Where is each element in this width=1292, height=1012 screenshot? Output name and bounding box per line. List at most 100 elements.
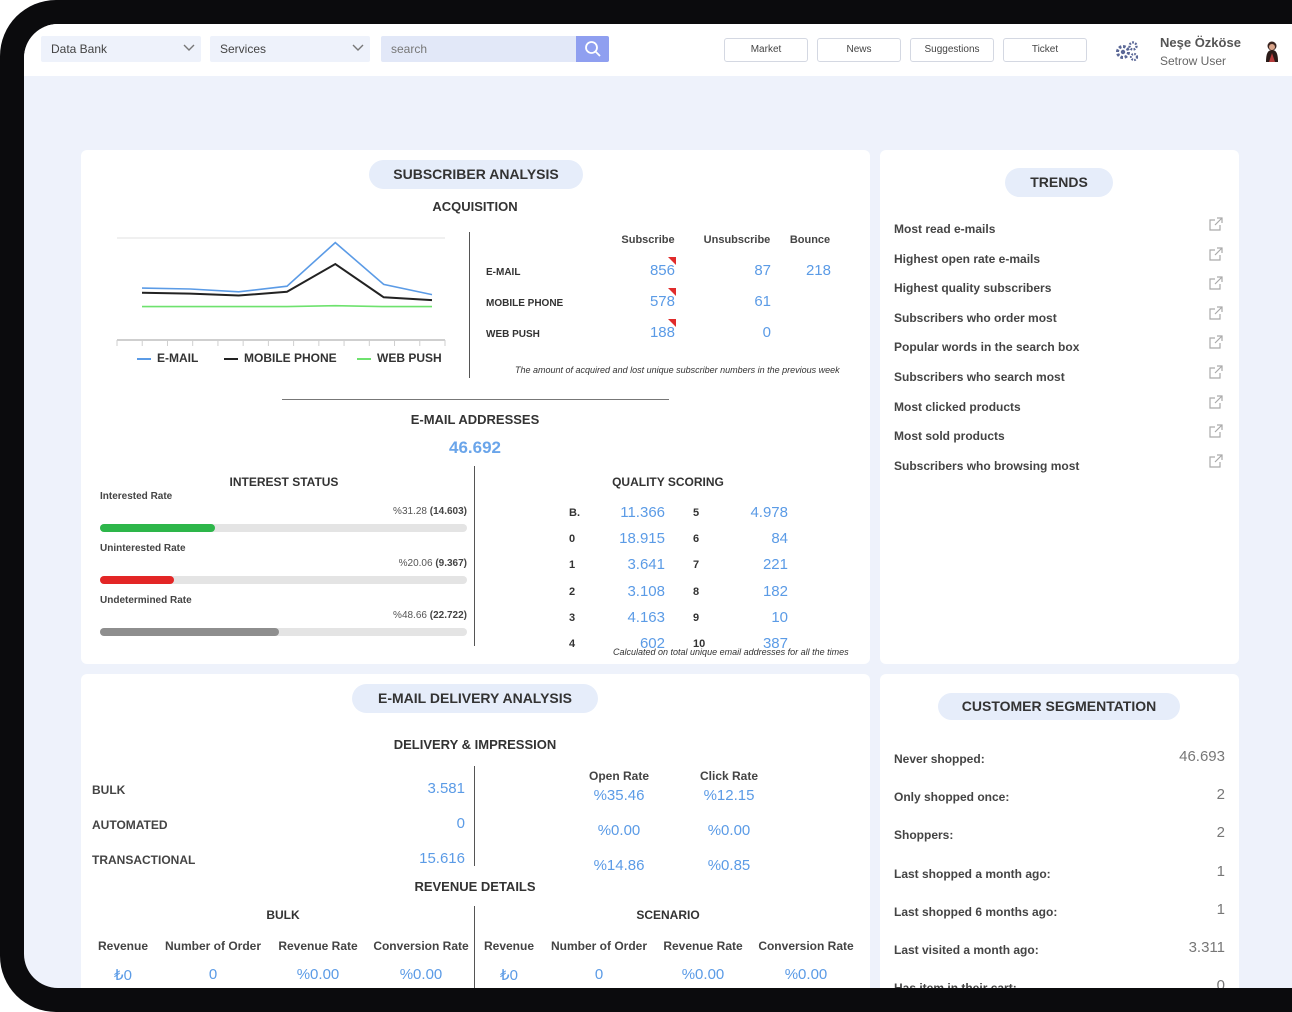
legend-webpush-swatch [357,358,371,360]
click-rate-value[interactable]: %0.00 [707,822,751,839]
rate-count: (14.603) [429,506,467,517]
scenario-col-value[interactable]: %0.00 [784,966,828,983]
delivery-row-value[interactable]: 3.581 [427,780,465,797]
external-link-icon[interactable] [1208,246,1224,262]
external-link-icon[interactable] [1208,216,1224,232]
score-value[interactable]: 10 [771,608,788,626]
series-line-e-mail [141,241,433,296]
series-line-web-push [142,304,432,308]
external-link-icon[interactable] [1208,305,1224,321]
external-link-icon[interactable] [1208,394,1224,410]
scenario-col-header: Revenue [483,939,535,953]
mobile-subscribe-value[interactable]: 578 [649,293,675,310]
trend-item-label[interactable]: Most clicked products [894,399,1021,414]
webpush-subscribe-value[interactable]: 188 [649,324,675,341]
trend-item-label[interactable]: Subscribers who order most [894,310,1057,325]
score-key: 6 [693,533,700,546]
score-value[interactable]: 4.978 [750,504,788,521]
score-value[interactable]: 182 [762,582,788,600]
settings-gear-icon[interactable] [1114,40,1140,62]
search-button[interactable] [576,36,609,62]
email-subscribe-value[interactable]: 856 [649,262,675,279]
open-rate-value[interactable]: %0.00 [597,822,641,839]
quality-scoring-note: Calculated on total unique email address… [613,647,849,657]
rate-label: Undetermined Rate [100,595,192,606]
nav-ticket-button[interactable]: Ticket [1003,38,1087,62]
nav-suggestions-button[interactable]: Suggestions [910,38,994,62]
click-rate-header: Click Rate [699,769,759,783]
external-link-icon[interactable] [1208,275,1224,291]
data-bank-dropdown[interactable]: Data Bank [41,36,201,62]
scenario-col-value[interactable]: %0.00 [681,966,725,983]
segment-value[interactable]: 1 [1216,862,1225,880]
scenario-col-value[interactable]: ₺0 [500,967,518,984]
subscriber-analysis-card: SUBSCRIBER ANALYSIS ACQUISITION E-MAIL M… [81,150,870,664]
trend-item-label[interactable]: Subscribers who search most [894,370,1065,384]
bulk-col-header: Number of Order [164,939,261,953]
bulk-col-value[interactable]: %0.00 [296,966,340,983]
score-key: 9 [693,611,700,624]
trend-item-label[interactable]: Most read e-mails [894,222,996,236]
services-dropdown[interactable]: Services [210,36,370,62]
segment-value[interactable]: 2 [1216,786,1225,804]
segment-value[interactable]: 0 [1216,977,1225,988]
segment-label: Never shopped: [894,752,985,766]
rate-percent: %20.06 [398,558,433,569]
open-rate-value[interactable]: %14.86 [593,857,645,874]
trend-item-label[interactable]: Highest quality subscribers [894,281,1052,296]
segment-value[interactable]: 2 [1216,824,1225,842]
score-value[interactable]: 3.641 [627,556,665,574]
delivery-analysis-card: E-MAIL DELIVERY ANALYSIS DELIVERY & IMPR… [81,674,870,988]
trend-item-label[interactable]: Popular words in the search box [894,340,1080,355]
bulk-col-value[interactable]: %0.00 [399,966,443,983]
email-unsubscribe-value[interactable]: 87 [754,262,771,279]
bulk-col-value[interactable]: ₺0 [114,967,132,984]
score-value[interactable]: 387 [762,635,788,652]
email-addresses-title: E-MAIL ADDRESSES [410,412,540,427]
trends-card: TRENDS Most read e-mails Highest open rat… [880,150,1239,664]
trend-item-label[interactable]: Subscribers who browsing most [894,458,1080,473]
trend-item-label[interactable]: Most sold products [894,429,1005,444]
click-rate-value[interactable]: %12.15 [703,787,755,804]
search-input[interactable]: search [381,36,609,62]
flag-icon [668,288,676,296]
score-value[interactable]: 84 [771,530,788,548]
segment-label: Has item in their cart: [894,981,1017,988]
score-value[interactable]: 3.108 [627,582,665,600]
score-value[interactable]: 18.915 [619,530,665,548]
trend-item-label[interactable]: Highest open rate e-mails [894,251,1041,266]
external-link-icon[interactable] [1208,423,1224,439]
email-bounce-value[interactable]: 218 [805,262,831,279]
nav-market-button[interactable]: Market [724,38,808,62]
mobile-unsubscribe-value[interactable]: 61 [754,293,771,310]
score-value[interactable]: 602 [639,635,665,652]
segment-value[interactable]: 3.311 [1188,939,1225,956]
user-role: Setrow User [1160,54,1227,68]
score-value[interactable]: 11.366 [620,504,665,521]
click-rate-value[interactable]: %0.85 [707,857,751,874]
legend-mobile-swatch [224,358,238,360]
bulk-col-header: Revenue [97,939,149,953]
delivery-row-value[interactable]: 15.616 [419,850,465,867]
scenario-col-value[interactable]: 0 [594,966,604,983]
open-rate-value[interactable]: %35.46 [593,787,645,804]
top-bar: Data Bank Services search Market News Su… [24,24,1292,76]
scenario-title: SCENARIO [636,908,700,922]
segment-value[interactable]: 46.693 [1179,748,1225,765]
delivery-row-value[interactable]: 0 [456,815,465,832]
nav-news-button[interactable]: News [817,38,901,62]
external-link-icon[interactable] [1208,453,1224,469]
legend-mobile-label: MOBILE PHONE [244,351,337,365]
avatar[interactable] [1260,38,1284,62]
external-link-icon[interactable] [1208,364,1224,380]
score-key: 1 [569,559,576,572]
bulk-col-value[interactable]: 0 [208,966,218,983]
external-link-icon[interactable] [1208,334,1224,350]
score-key: B. [569,507,580,519]
score-value[interactable]: 4.163 [627,608,665,626]
score-value[interactable]: 221 [762,556,788,574]
open-rate-header: Open Rate [588,769,649,783]
webpush-unsubscribe-value[interactable]: 0 [762,324,771,341]
segment-value[interactable]: 1 [1216,900,1225,918]
